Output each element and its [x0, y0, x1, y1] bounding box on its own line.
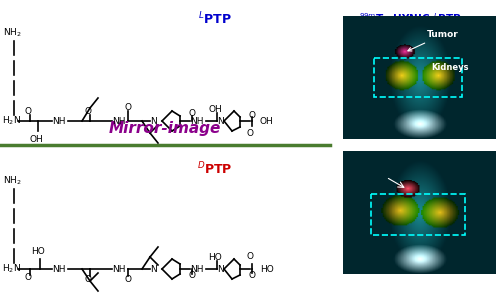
Text: NH: NH: [52, 265, 66, 273]
Text: NH$_2$: NH$_2$: [3, 175, 22, 187]
Text: O: O: [24, 108, 32, 117]
Bar: [370, 195, 466, 236]
Text: NH$_2$: NH$_2$: [3, 27, 22, 39]
Text: Mirror-image: Mirror-image: [109, 120, 221, 135]
Text: $^{L}$PTP: $^{L}$PTP: [198, 11, 232, 28]
Text: O: O: [24, 273, 32, 282]
Text: H$_2$N: H$_2$N: [2, 115, 21, 127]
Bar: [374, 58, 462, 97]
Text: O: O: [188, 272, 196, 280]
Text: HO: HO: [260, 265, 274, 273]
Text: NH: NH: [190, 117, 203, 125]
Text: NH: NH: [52, 117, 66, 125]
Text: H$_2$N: H$_2$N: [2, 263, 21, 275]
Text: N: N: [217, 265, 224, 273]
Text: HO: HO: [31, 247, 45, 256]
Text: $^{99m}$Tc-HYNIC-$^{D}$PTP: $^{99m}$Tc-HYNIC-$^{D}$PTP: [358, 156, 462, 170]
Text: O: O: [248, 110, 256, 120]
Text: Tumor: Tumor: [408, 30, 459, 51]
Text: O: O: [248, 272, 256, 280]
Text: N: N: [217, 117, 224, 125]
Text: O: O: [246, 252, 254, 261]
Text: NH: NH: [112, 265, 126, 273]
Text: $^{99m}$Tc-HYNIC-$^{L}$PTP: $^{99m}$Tc-HYNIC-$^{L}$PTP: [358, 11, 462, 25]
Text: NH: NH: [190, 265, 203, 273]
Text: O: O: [246, 129, 254, 138]
Text: $^{D}$PTP: $^{D}$PTP: [197, 161, 233, 178]
Text: N: N: [150, 265, 157, 273]
Text: O: O: [188, 110, 196, 118]
Text: O: O: [84, 275, 91, 284]
Text: HO: HO: [208, 253, 222, 263]
Text: OH: OH: [29, 135, 43, 144]
Text: O: O: [124, 103, 132, 113]
Text: OH: OH: [208, 105, 222, 115]
Text: OH: OH: [260, 117, 274, 125]
Text: N: N: [150, 117, 157, 125]
Text: O: O: [124, 275, 132, 284]
Text: Kidneys: Kidneys: [432, 63, 469, 72]
Text: O: O: [84, 108, 91, 117]
Text: NH: NH: [112, 117, 126, 125]
